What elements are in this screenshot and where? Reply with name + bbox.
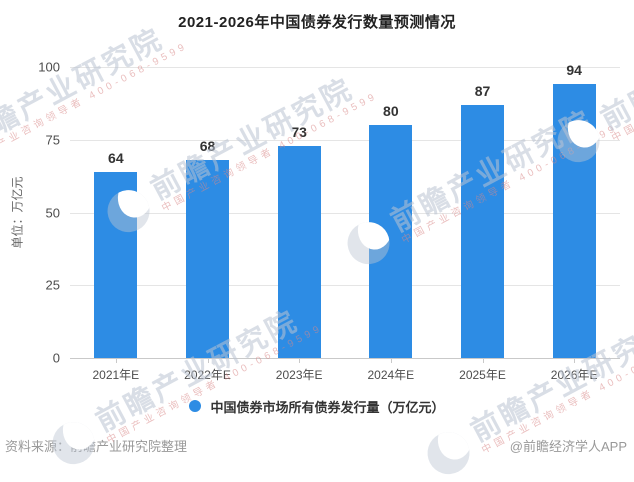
footer: 资料来源：前瞻产业研究院整理 @前瞻经济学人APP (0, 436, 634, 455)
bar-2022年E (186, 160, 229, 358)
x-axis-label: 2023年E (275, 368, 323, 382)
gridline (70, 67, 620, 68)
plot-area: 0 25 50 75 100 64 2021年E 68 2022年E 73 2023年E 80 2024… (38, 60, 620, 382)
bar-value-label: 80 (383, 103, 399, 120)
y-tick-label: 75 (45, 132, 60, 148)
x-axis-tick (207, 358, 209, 363)
bar-value-label: 94 (566, 62, 582, 79)
gridline (70, 285, 620, 287)
x-axis-tick (115, 358, 117, 363)
x-axis-tick (482, 358, 484, 363)
credit-note: @前瞻经济学人APP (509, 439, 627, 454)
bar-value-label: 64 (108, 149, 124, 166)
x-axis-label: 2022年E (184, 368, 231, 382)
legend-label: 中国债券市场所有债券发行量（万亿元） (210, 399, 445, 415)
bar-value-label: 87 (474, 82, 491, 99)
y-tick-label: 100 (38, 59, 60, 75)
legend: 中国债券市场所有债券发行量（万亿元） (0, 398, 634, 415)
x-axis-tick (299, 358, 301, 363)
bar-value-label: 73 (291, 123, 307, 140)
x-axis-label: 2026年E (550, 368, 598, 382)
x-axis-label: 2025年E (459, 368, 506, 382)
bar-2025年E (461, 104, 504, 358)
x-axis-tick (390, 358, 392, 363)
x-axis-tick (574, 358, 576, 363)
x-axis-line (70, 358, 620, 359)
bar-2026年E (552, 84, 596, 358)
bar-2024年E (369, 125, 413, 358)
bar-value-label: 68 (199, 138, 216, 155)
y-tick-label: 50 (45, 205, 60, 220)
source-note: 资料来源：前瞻产业研究院整理 (5, 439, 188, 454)
x-axis-label: 2021年E (92, 368, 140, 382)
legend-marker-icon (189, 400, 202, 412)
chart-canvas: 2021-2026年中国债券发行数量预测情况 单位：万亿元 0 25 50 75 100… (0, 0, 634, 462)
y-tick-label: 0 (52, 350, 60, 366)
x-axis-label: 2024年E (367, 368, 415, 382)
chart-title: 2021-2026年中国债券发行数量预测情况 (178, 14, 456, 31)
bar-2021年E (94, 171, 138, 358)
bar-2023年E (277, 145, 321, 358)
y-tick-label: 25 (45, 277, 60, 293)
gridline (70, 212, 620, 214)
gridline (70, 139, 620, 141)
